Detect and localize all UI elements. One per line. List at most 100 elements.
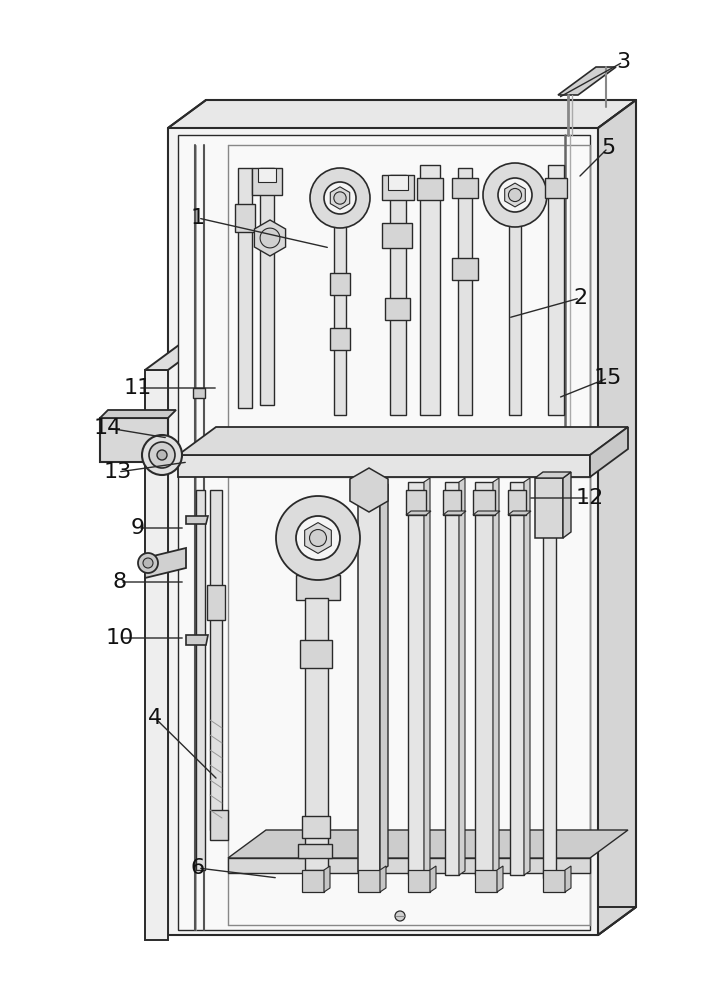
Polygon shape [168, 907, 636, 935]
Polygon shape [445, 482, 459, 875]
Polygon shape [178, 427, 628, 455]
Polygon shape [145, 370, 168, 940]
Circle shape [324, 182, 356, 214]
Circle shape [483, 163, 547, 227]
Circle shape [498, 178, 532, 212]
Text: 10: 10 [106, 628, 134, 648]
Polygon shape [558, 67, 616, 95]
Text: 2: 2 [573, 288, 587, 308]
Polygon shape [548, 165, 564, 415]
Circle shape [149, 442, 175, 468]
Polygon shape [475, 482, 493, 875]
Polygon shape [493, 478, 499, 875]
Text: 15: 15 [594, 368, 622, 388]
Bar [443, 490, 461, 515]
Polygon shape [535, 478, 563, 538]
Polygon shape [168, 128, 598, 935]
Polygon shape [382, 175, 414, 200]
Text: 6: 6 [191, 858, 205, 878]
Circle shape [276, 496, 360, 580]
Bar [417, 178, 443, 200]
Bar [193, 388, 205, 398]
Bar [300, 640, 332, 668]
Polygon shape [590, 427, 628, 477]
Polygon shape [238, 168, 252, 408]
Text: 12: 12 [576, 488, 604, 508]
Circle shape [138, 553, 158, 573]
Polygon shape [509, 225, 521, 415]
Circle shape [296, 516, 340, 560]
Circle shape [334, 192, 346, 204]
Bar [330, 328, 350, 350]
Polygon shape [420, 165, 440, 415]
Polygon shape [258, 168, 276, 182]
Text: 5: 5 [601, 138, 615, 158]
Circle shape [309, 530, 327, 546]
Polygon shape [543, 870, 565, 892]
Polygon shape [443, 511, 466, 515]
Polygon shape [430, 866, 436, 892]
Polygon shape [100, 418, 168, 462]
Polygon shape [228, 830, 628, 858]
Polygon shape [565, 866, 571, 892]
Bar [382, 223, 412, 248]
Circle shape [143, 558, 153, 568]
Text: 3: 3 [616, 52, 630, 72]
Polygon shape [100, 410, 176, 418]
Polygon shape [228, 858, 590, 873]
Bar [473, 490, 495, 515]
Polygon shape [145, 342, 206, 370]
Bar [406, 490, 426, 515]
Polygon shape [408, 870, 430, 892]
Polygon shape [508, 511, 531, 515]
Polygon shape [186, 516, 208, 524]
Polygon shape [254, 220, 285, 256]
Polygon shape [178, 135, 590, 930]
Polygon shape [524, 478, 530, 875]
Polygon shape [505, 183, 526, 207]
Polygon shape [168, 100, 636, 128]
Bar [385, 298, 410, 320]
Circle shape [157, 450, 167, 460]
Polygon shape [598, 100, 636, 935]
Text: 14: 14 [94, 418, 122, 438]
Polygon shape [324, 866, 330, 892]
Polygon shape [380, 484, 388, 872]
Circle shape [508, 188, 521, 202]
Bar [210, 810, 228, 840]
Polygon shape [459, 478, 465, 875]
Polygon shape [334, 225, 346, 415]
Polygon shape [458, 168, 472, 415]
Polygon shape [305, 598, 328, 870]
Polygon shape [178, 455, 590, 477]
Polygon shape [330, 187, 350, 209]
Polygon shape [543, 536, 556, 878]
Polygon shape [358, 478, 380, 872]
Circle shape [142, 435, 182, 475]
Polygon shape [406, 511, 431, 515]
Bar [545, 178, 567, 198]
Text: 11: 11 [124, 378, 152, 398]
Polygon shape [535, 472, 571, 478]
Polygon shape [260, 168, 274, 405]
Bar [298, 844, 332, 858]
Circle shape [395, 911, 405, 921]
Bar [302, 816, 330, 838]
Bar [452, 178, 478, 198]
Polygon shape [196, 490, 205, 870]
Polygon shape [252, 168, 282, 195]
Polygon shape [186, 635, 208, 645]
Circle shape [260, 228, 280, 248]
Polygon shape [390, 175, 406, 415]
Polygon shape [388, 175, 408, 190]
Bar [330, 273, 350, 295]
Bar [508, 490, 526, 515]
Polygon shape [302, 870, 324, 892]
Polygon shape [475, 870, 497, 892]
Polygon shape [497, 866, 503, 892]
Polygon shape [296, 575, 340, 600]
Polygon shape [358, 870, 380, 892]
Text: 8: 8 [113, 572, 127, 592]
Text: 13: 13 [104, 462, 132, 482]
Polygon shape [350, 468, 388, 512]
